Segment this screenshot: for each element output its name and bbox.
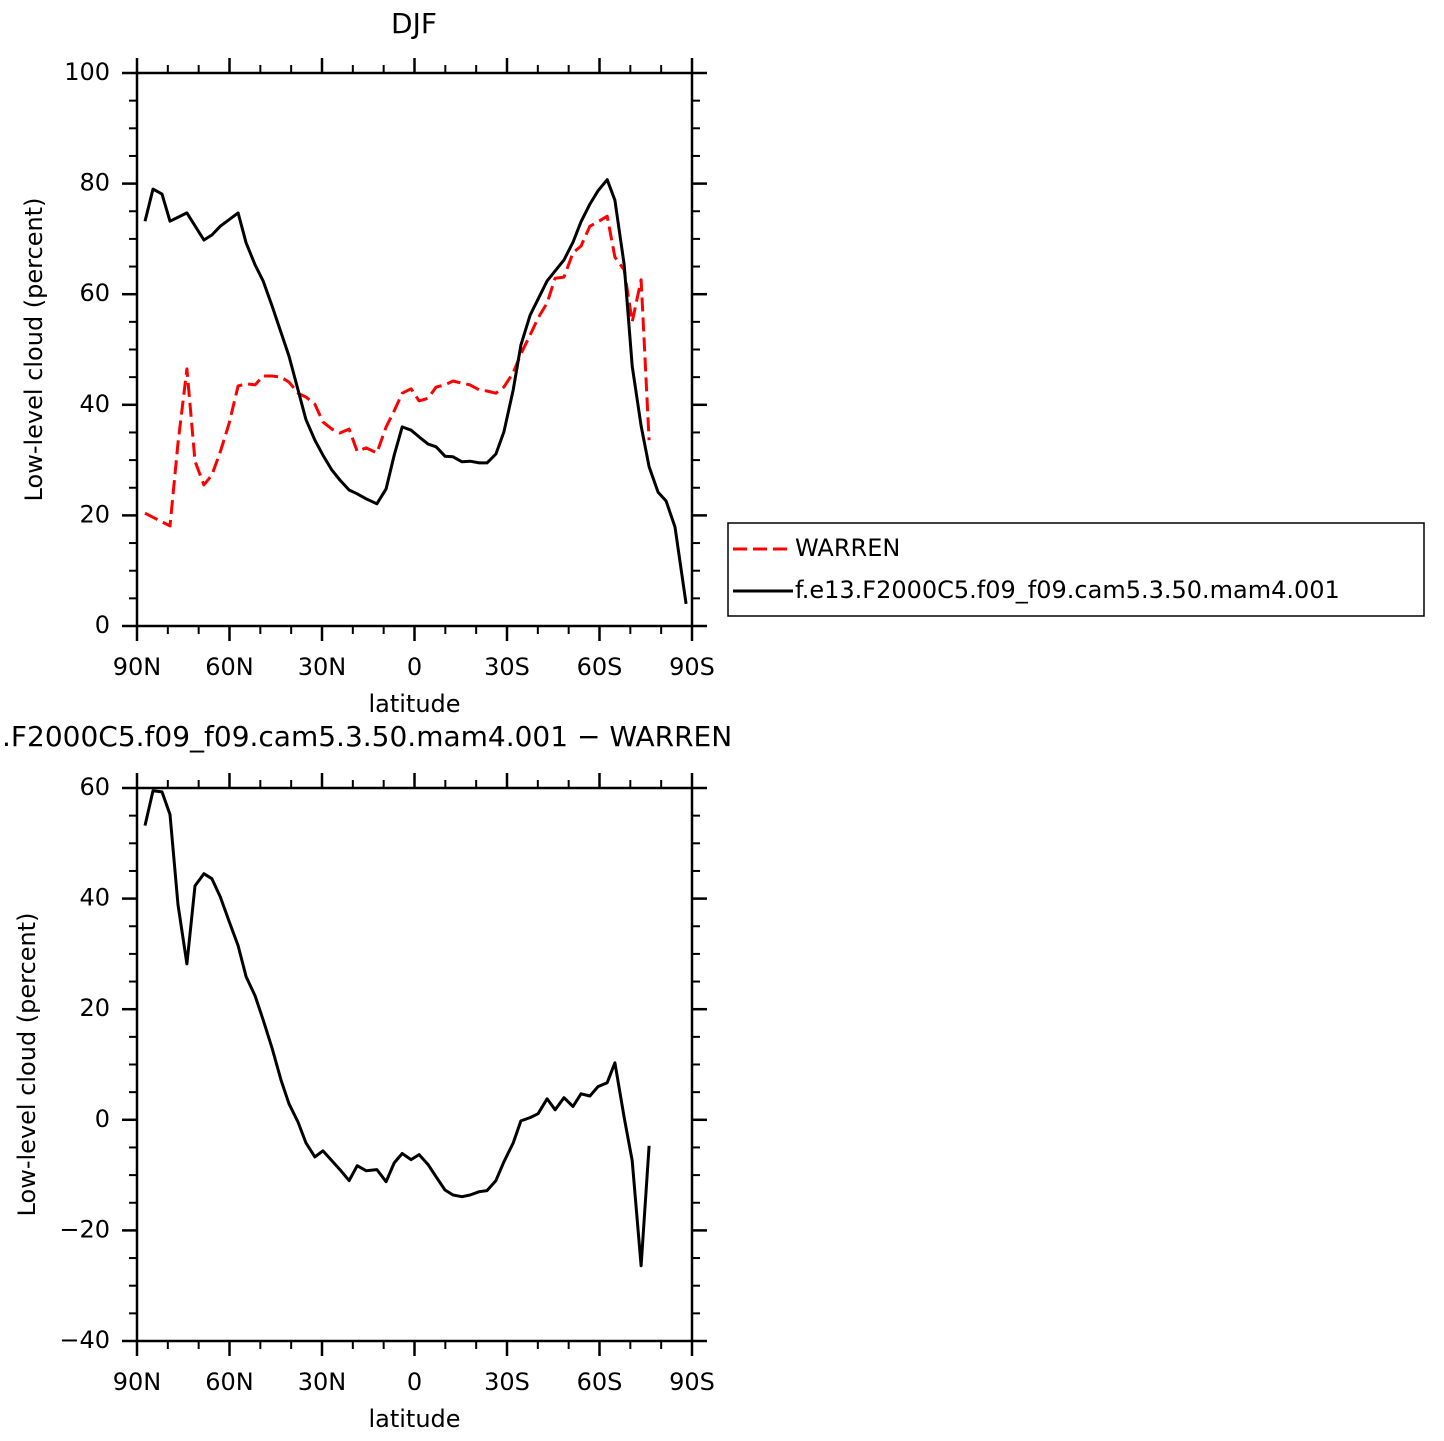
y-axis-label: Low-level cloud (percent): [20, 198, 48, 502]
x-tick-label: 30N: [298, 653, 347, 681]
legend-label: f.e13.F2000C5.f09_f09.cam5.3.50.mam4.001: [795, 576, 1340, 604]
legend-box: [727, 522, 1425, 617]
x-tick-label: 90S: [669, 1368, 715, 1396]
chart-title: DJF: [391, 7, 437, 40]
data-line: [143, 178, 688, 605]
plot-frame: [135, 786, 694, 1343]
chart-title: .F2000C5.f09_f09.cam5.3.50.mam4.001 − WA…: [2, 720, 732, 753]
y-tick-label: 0: [95, 1105, 110, 1133]
y-tick-label: 80: [79, 169, 110, 197]
x-tick-label: 90N: [113, 653, 162, 681]
x-tick-label: 30N: [298, 1368, 347, 1396]
y-tick-label: 100: [64, 58, 110, 86]
x-tick-label: 60N: [205, 653, 254, 681]
x-tick-label: 60S: [577, 653, 623, 681]
y-tick-label: 0: [95, 611, 110, 639]
y-axis-label: Low-level cloud (percent): [13, 913, 41, 1217]
y-tick-label: 60: [79, 279, 110, 307]
x-tick-label: 0: [407, 1368, 422, 1396]
x-tick-label: 60N: [205, 1368, 254, 1396]
x-tick-label: 60S: [577, 1368, 623, 1396]
y-tick-label: −40: [59, 1326, 110, 1354]
x-axis-label: latitude: [368, 690, 460, 718]
y-tick-label: 20: [79, 994, 110, 1022]
y-tick-label: −20: [59, 1215, 110, 1243]
y-tick-label: 40: [79, 390, 110, 418]
x-tick-label: 0: [407, 653, 422, 681]
data-line: [144, 214, 651, 528]
legend-label: WARREN: [795, 534, 900, 562]
x-axis-label: latitude: [368, 1405, 460, 1433]
plot-frame: [135, 71, 694, 628]
x-tick-label: 90S: [669, 653, 715, 681]
y-tick-label: 40: [79, 884, 110, 912]
y-tick-label: 60: [79, 773, 110, 801]
y-tick-label: 20: [79, 500, 110, 528]
x-tick-label: 90N: [113, 1368, 162, 1396]
x-tick-label: 30S: [484, 653, 530, 681]
x-tick-label: 30S: [484, 1368, 530, 1396]
data-line: [143, 789, 651, 1268]
